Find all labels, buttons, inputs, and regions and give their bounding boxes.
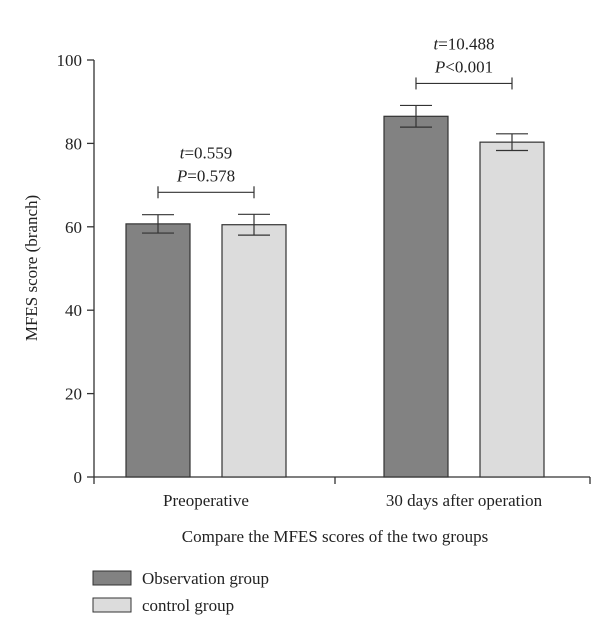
bar-control-1 [479,141,545,478]
p-symbol-1: P [434,57,445,76]
x-axis-title: Compare the MFES scores of the two group… [182,527,488,546]
bar-observation-0 [125,223,191,478]
legend-label-control-group: control group [142,596,234,615]
p-value-1: P<0.001 [434,57,493,76]
y-tick-label-100: 100 [57,51,83,70]
category-label-0: Preoperative [163,491,249,510]
t-value-1: =10.488 [438,34,494,53]
t-symbol-1: t [433,34,439,53]
p-value-0: P=0.578 [176,166,235,185]
y-tick-label-0: 0 [74,468,83,487]
axes-layer: 0 20 40 60 80 100 Preoperative 30 days after op… [57,51,591,510]
t-value-0: =0.559 [184,143,232,162]
y-tick-label-80: 80 [65,134,82,153]
category-label-1: 30 days after operation [386,491,543,510]
y-tick-label-60: 60 [65,218,82,237]
legend-swatch-control-group [92,597,132,613]
t-statistic-1: t=10.488 [433,34,494,53]
bar-control-0 [221,224,287,478]
y-tick-label-20: 20 [65,385,82,404]
p-text-0: =0.578 [187,166,235,185]
t-statistic-0: t=0.559 [180,143,233,162]
p-text-1: <0.001 [445,57,493,76]
p-symbol-0: P [176,166,187,185]
legend-label-observation-group: Observation group [142,569,269,588]
y-axis-title: MFES score (branch) [22,195,41,341]
bars-layer [125,104,545,478]
bar-observation-1 [383,115,449,478]
t-symbol-0: t [180,143,186,162]
legend: Observation group control group [92,569,269,615]
legend-swatch-observation-group [92,570,132,586]
y-tick-label-40: 40 [65,301,82,320]
